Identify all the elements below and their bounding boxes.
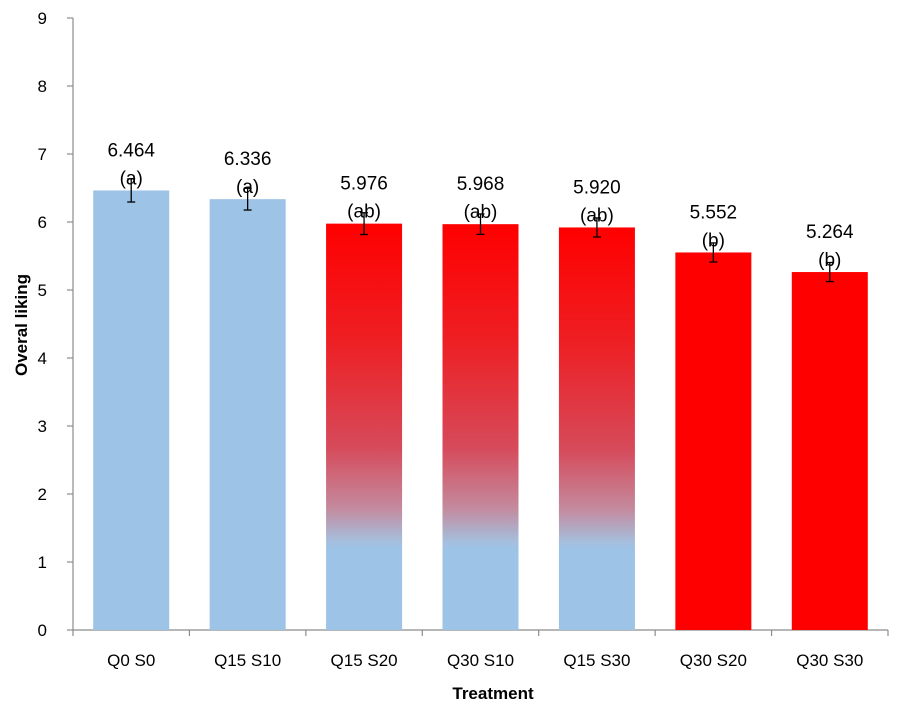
x-tick-label: Q0 S0 [107, 651, 155, 670]
x-axis-title: Treatment [452, 684, 534, 703]
y-tick-label: 3 [38, 417, 47, 436]
bar [558, 227, 635, 630]
data-labels: (a) 6.464 (a) 6.336 (ab) 5.976 (ab) 5.968 (ab) 5.… [107, 140, 854, 271]
bar [93, 190, 170, 630]
y-axis-title: Overal liking [12, 274, 31, 376]
y-tick-label: 2 [38, 485, 47, 504]
value-label: 5.920 [573, 177, 621, 198]
value-label: 5.264 [806, 222, 854, 243]
x-tick-label: Q15 S20 [331, 651, 398, 670]
group-label: (b) [818, 250, 841, 271]
x-tick-label: Q30 S30 [796, 651, 863, 670]
y-tick-label: 6 [38, 213, 47, 232]
value-label: 5.552 [690, 202, 738, 223]
y-axis: 0 1 2 3 4 5 6 7 8 9 [38, 9, 74, 640]
value-label: 5.976 [340, 174, 388, 195]
y-tick-label: 9 [38, 9, 47, 28]
x-tick-label: Q15 S30 [563, 651, 630, 670]
x-tick-label: Q30 S20 [680, 651, 747, 670]
bar [326, 223, 403, 630]
y-tick-label: 8 [38, 77, 47, 96]
bars [93, 178, 868, 631]
group-label: (b) [702, 230, 725, 251]
value-label: 6.464 [107, 140, 155, 161]
group-label: (a) [236, 177, 259, 198]
y-tick-label: 4 [38, 349, 47, 368]
group-label: (ab) [464, 202, 498, 223]
y-tick-label: 7 [38, 145, 47, 164]
x-tick-label: Q15 S10 [214, 651, 281, 670]
x-tick-label: Q30 S10 [447, 651, 514, 670]
y-tick-label: 5 [38, 281, 47, 300]
x-axis: Q0 S0 Q15 S10 Q15 S20 Q30 S10 Q15 S30 Q30 S20… [72, 629, 889, 670]
y-tick-label: 0 [38, 621, 47, 640]
bar [209, 199, 286, 631]
value-label: 6.336 [224, 149, 272, 170]
bar [791, 272, 868, 630]
value-label: 5.968 [457, 174, 505, 195]
bar [442, 224, 519, 630]
group-label: (ab) [347, 202, 381, 223]
group-label: (ab) [580, 205, 614, 226]
y-tick-label: 1 [38, 553, 47, 572]
bar [675, 252, 752, 631]
group-label: (a) [120, 168, 143, 189]
